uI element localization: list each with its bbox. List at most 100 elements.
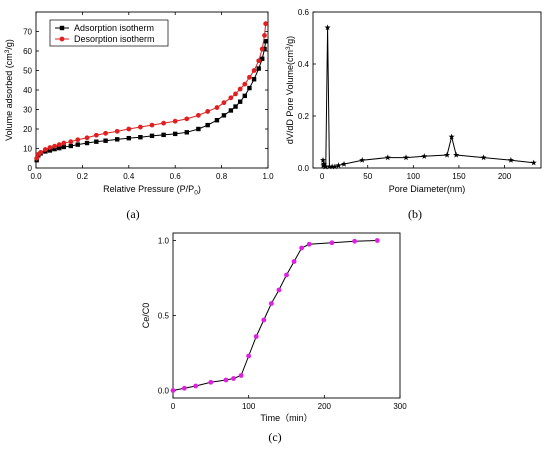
data-point <box>61 144 67 150</box>
data-point <box>75 142 80 147</box>
data-point <box>228 108 234 113</box>
data-point <box>253 334 259 339</box>
data-point <box>322 163 329 170</box>
x-tick-label: 300 <box>393 402 407 411</box>
data-point <box>260 56 265 61</box>
x-tick-label: 0.8 <box>216 172 228 181</box>
y-tick-label: 70 <box>23 28 32 37</box>
panel-label-c: (c) <box>268 430 281 444</box>
data-point <box>52 143 57 149</box>
data-point <box>75 137 81 143</box>
x-tick-label: 0.6 <box>170 172 182 181</box>
x-tick-label: 50 <box>363 172 372 181</box>
y-tick-label: 0.5 <box>158 312 170 321</box>
data-point <box>251 77 257 82</box>
data-point <box>480 154 487 161</box>
data-point <box>103 138 108 143</box>
data-point <box>453 151 460 158</box>
data-point <box>233 104 238 109</box>
y-tick-label: 30 <box>23 106 32 115</box>
data-point <box>161 132 166 138</box>
data-point <box>261 317 267 323</box>
data-point <box>335 162 342 168</box>
data-point <box>247 85 252 91</box>
legend-marker <box>59 36 65 42</box>
data-point <box>57 145 62 151</box>
data-point <box>161 120 167 126</box>
data-point <box>205 122 210 128</box>
data-point <box>172 118 178 124</box>
data-point <box>374 238 380 243</box>
data-point <box>114 128 120 134</box>
data-point <box>319 157 327 163</box>
data-point <box>359 157 366 163</box>
x-tick-label: 200 <box>498 172 512 181</box>
data-point <box>205 109 211 114</box>
panel-a-adsorption-chart: 0.0 0.2 0.4 0.6 0.8 1.0 0 10 20 30 40 50 60 70 Relativ… <box>4 11 274 197</box>
x-tick-label: 0 <box>320 172 325 181</box>
x-tick-label: 200 <box>318 402 332 411</box>
data-point <box>331 163 338 170</box>
data-point <box>352 238 357 244</box>
data-point <box>324 24 331 31</box>
data-point <box>68 143 73 149</box>
data-point <box>208 379 214 385</box>
data-point <box>52 146 57 152</box>
x-tick-label: 0.2 <box>77 172 89 181</box>
data-point <box>196 112 201 118</box>
data-point <box>262 33 267 38</box>
data-point <box>149 133 155 139</box>
data-point <box>384 154 391 161</box>
data-point <box>231 376 236 381</box>
x-tick-label: 100 <box>407 172 421 181</box>
data-point <box>402 154 410 161</box>
y-tick-label: 0.0 <box>158 387 170 396</box>
legend-entry: Desorption isotherm <box>74 34 155 44</box>
y-tick-label: 0.0 <box>298 164 310 173</box>
data-point <box>184 116 190 122</box>
data-point <box>530 159 537 166</box>
x-tick-label: 1.0 <box>262 172 274 181</box>
y-tick-label: 40 <box>23 86 32 95</box>
data-point <box>256 66 261 71</box>
legend-entry: Adsorption isotherm <box>74 23 154 33</box>
data-point <box>138 134 143 140</box>
data-point <box>299 245 305 251</box>
data-point <box>263 39 268 44</box>
data-point <box>184 130 189 135</box>
y-axis-label: Volume adsorbed (cm3/g) <box>4 39 14 141</box>
data-point <box>251 68 257 73</box>
data-point <box>47 148 53 153</box>
data-point <box>263 21 269 27</box>
data-point <box>448 133 455 140</box>
data-point <box>320 160 327 167</box>
series-line-1 <box>322 27 534 168</box>
data-point <box>94 139 99 144</box>
data-point <box>38 150 44 155</box>
data-point <box>115 137 120 142</box>
data-point <box>247 74 252 80</box>
panel-label-b: (b) <box>408 207 422 221</box>
y-tick-label: 60 <box>23 47 32 56</box>
x-axis-label: Pore Diameter(nm) <box>389 184 466 194</box>
data-point <box>103 130 108 136</box>
data-point <box>221 100 227 106</box>
data-point <box>421 153 428 159</box>
data-point <box>259 46 265 52</box>
data-point <box>42 147 48 152</box>
y-tick-label: 10 <box>23 145 32 154</box>
data-point <box>228 95 234 101</box>
x-axis-label: Relative Pressure (P/P0) <box>103 184 201 197</box>
y-tick-label: 1.0 <box>158 237 170 246</box>
data-point <box>214 118 220 123</box>
data-point <box>193 383 199 389</box>
panel-c-breakthrough-chart: 0 100 200 300 0.0 0.5 1.0 Time（min） Ce/C0 <box>141 232 407 423</box>
x-tick-label: 0 <box>171 402 176 411</box>
y-tick-label: 0.2 <box>298 112 310 121</box>
data-point <box>68 139 74 145</box>
y-tick-label: 50 <box>23 67 32 76</box>
x-tick-label: 100 <box>242 402 256 411</box>
legend-box <box>49 19 169 47</box>
data-point <box>181 385 187 391</box>
